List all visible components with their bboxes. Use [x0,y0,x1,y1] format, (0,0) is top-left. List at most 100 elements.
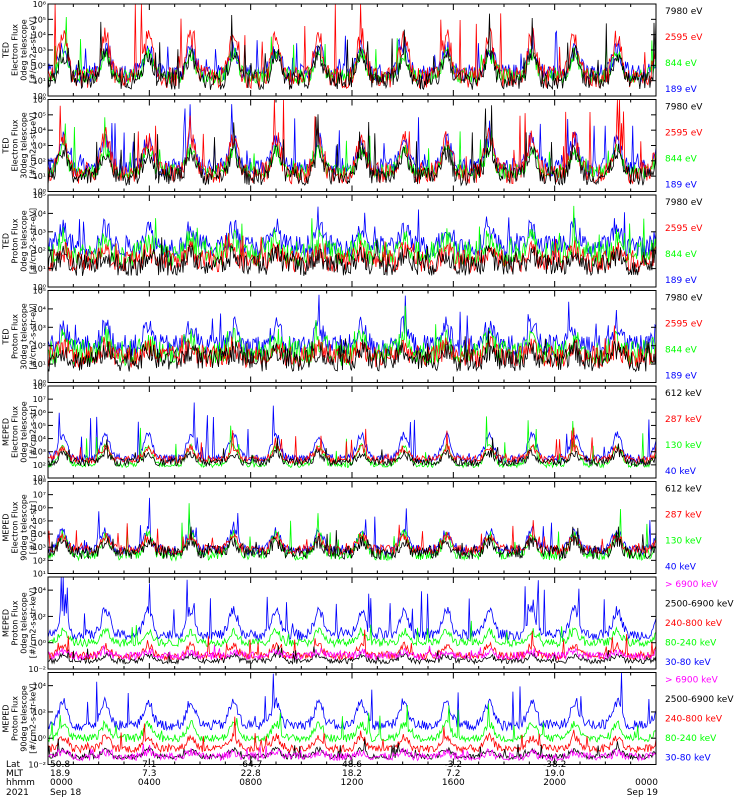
y-tick-label: 10⁷ [33,395,46,404]
y-axis-label-line: MEPED [2,609,11,637]
y-tick-label: 10⁰ [33,639,46,648]
y-tick-label: 10⁶ [33,408,46,417]
y-tick-label: 10⁴ [33,530,46,539]
footer-value: Sep 19 [627,788,659,798]
y-tick-label: 10³ [33,228,46,237]
legend-entry: 7980 eV [665,7,703,17]
footer-value: -3.2 [445,760,463,770]
legend-entry: 189 eV [665,276,698,286]
y-axis-label-line: 90deg telescope [20,685,29,752]
y-axis-label-line: [#/cm2-s-str] [29,501,38,554]
legend-entry: 30-80 keV [665,754,711,764]
y-axis-label-line: Electron Flux [11,119,20,171]
series-line [47,644,657,662]
legend-entry: > 6900 keV [665,580,719,590]
panel-5: 10¹ 10² 10³ 10⁴ 10⁵ 10⁶ 10⁷ 10⁸ MEPEDElectron Fl… [2,382,703,483]
y-tick-label: 10⁰ [33,734,46,743]
series-line [47,237,657,276]
footer-value: -38.2 [543,760,566,770]
y-tick-label: 10⁶ [33,504,46,513]
y-tick-label: 10⁶ [33,96,46,105]
panel-1: 10⁰ 10¹ 10² 10³ 10⁴ 10⁵ 10⁶ TEDElectron Flux0de… [2,0,704,101]
y-tick-label: 10² [33,157,46,166]
series-line [47,576,657,642]
y-axis-label-line: Proton Flux [11,218,20,263]
y-axis-label-line: TED [2,137,11,154]
y-axis-label-line: [#/cm2-s-str-eV] [29,112,38,178]
y-tick-label: 10² [33,61,46,70]
y-axis-label-line: TED [2,233,11,250]
series-line [47,105,657,187]
y-tick-label: 10³ [33,448,46,457]
series-line [47,13,657,91]
legend-entry: 844 eV [665,250,698,260]
legend-entry: 612 keV [665,485,702,495]
footer-row-label: MLT [6,769,24,779]
y-tick-label: 10³ [33,323,46,332]
y-tick-label: 10⁴ [33,126,46,135]
footer-row-label: Lat [6,760,21,770]
y-axis-label-line: TED [2,42,11,59]
footer-value: 1200 [341,778,364,788]
footer-value: 50.8 [50,760,70,770]
footer-row-label: 2021 [6,788,29,798]
y-axis-label-line: MEPED [2,514,11,542]
footer-value: 0000 [50,778,73,788]
y-tick-label: 10⁴ [33,586,46,595]
legend-entry: 240-800 keV [665,715,723,725]
legend-entry: 130 keV [665,537,702,547]
y-axis-label-line: 0deg telescope [20,19,29,80]
series-line [47,294,657,357]
y-axis-label-line: 0deg telescope [20,210,29,271]
y-tick-label: 10² [33,708,46,717]
y-axis-label-line: Proton Flux [11,600,20,645]
y-axis-label-line: [#/cm2-s-str-eV] [29,17,38,83]
y-axis-label-line: Electron Flux [11,501,20,553]
legend-entry: 30-80 keV [665,658,711,668]
y-tick-label: 10⁴ [33,682,46,691]
y-tick-label: 10⁰ [33,92,46,101]
y-axis-label-line: 30deg telescope [20,303,29,370]
y-tick-label: 10¹ [33,360,46,369]
legend-entry: 844 eV [665,59,698,69]
footer-value: 0400 [138,778,161,788]
y-tick-label: 10⁶ [33,0,46,9]
legend-entry: 7980 eV [665,103,703,113]
y-tick-label: 10¹ [33,570,46,579]
y-axis-label-line: 0deg telescope [20,401,29,462]
y-axis-label-line: [#/cm2-s-str] [29,405,38,458]
legend-entry: 40 keV [665,563,697,573]
legend-entry: 2595 eV [665,320,703,330]
legend-entry: 7980 eV [665,294,703,304]
y-axis-label: MEPEDProton Flux0deg telescope[#/cm2-s-s… [2,588,38,659]
legend-entry: 80-240 keV [665,734,717,744]
series-line [47,437,657,468]
legend-entry: 40 keV [665,467,697,477]
footer-value: 7.3 [142,769,156,779]
panel-3: 10⁰ 10¹ 10² 10³ 10⁴ 10⁵ TEDProton Flux0deg tel… [2,191,704,292]
y-tick-label: 10⁴ [33,305,46,314]
series-line [47,716,657,754]
footer-row-label: hhmm [6,778,35,788]
footer-value: -64.7 [239,760,262,770]
y-tick-label: 10⁵ [33,517,46,526]
legend-entry: 612 keV [665,389,702,399]
footer-value: 0000 [635,778,658,788]
y-tick-label: 10⁻² [28,761,46,770]
legend-entry: 240-800 keV [665,619,723,629]
series-line [47,99,657,185]
footer-value: 7.2 [446,769,460,779]
footer-value: 48.6 [342,760,362,770]
series-line [47,520,657,557]
footer-value: 18.9 [50,769,70,779]
y-axis-label-line: [#/cm2-s-str-eV] [29,303,38,369]
y-axis-label-line: Electron Flux [11,24,20,76]
legend-entry: > 6900 keV [665,676,719,686]
y-tick-label: 10³ [33,142,46,151]
legend-entry: 130 keV [665,441,702,451]
y-tick-label: 10⁵ [33,15,46,24]
